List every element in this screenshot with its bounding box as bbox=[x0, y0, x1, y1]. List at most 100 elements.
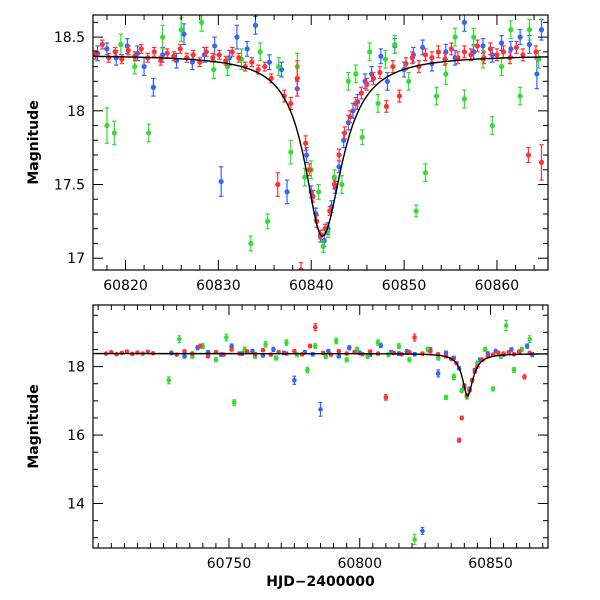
data-point bbox=[303, 135, 309, 152]
data-point bbox=[358, 86, 364, 100]
model-curve bbox=[93, 55, 548, 237]
data-point bbox=[538, 144, 545, 181]
data-point bbox=[524, 343, 530, 349]
data-point bbox=[377, 65, 383, 79]
data-point bbox=[375, 339, 381, 346]
data-point bbox=[520, 48, 526, 62]
data-point bbox=[284, 339, 289, 346]
data-point bbox=[316, 183, 322, 200]
data-point bbox=[406, 71, 412, 91]
data-point bbox=[306, 163, 312, 177]
tick-marks bbox=[93, 305, 548, 548]
data-point bbox=[367, 42, 373, 62]
top-panel: 60820 60830 60840 60850 60860 17 17.5 18 18.5 Mag… bbox=[26, 14, 549, 294]
data-point bbox=[433, 86, 440, 106]
data-point bbox=[176, 335, 182, 344]
data-point bbox=[468, 48, 474, 62]
data-point bbox=[312, 343, 318, 350]
data-point bbox=[347, 110, 353, 124]
data-point bbox=[526, 18, 533, 41]
data-point bbox=[124, 349, 130, 354]
data-point bbox=[264, 213, 271, 230]
data-point bbox=[487, 42, 494, 56]
data-point bbox=[288, 139, 294, 165]
data-point bbox=[224, 333, 229, 342]
data-point bbox=[490, 386, 496, 392]
data-point bbox=[138, 43, 144, 54]
y-tick-label: 18 bbox=[67, 360, 85, 376]
data-point bbox=[428, 349, 433, 354]
data-point bbox=[125, 45, 131, 56]
data-point bbox=[197, 343, 203, 349]
data-point bbox=[344, 351, 349, 356]
data-point bbox=[508, 40, 514, 57]
data-point bbox=[527, 335, 532, 344]
data-point bbox=[190, 49, 196, 60]
y-tick-label: 18 bbox=[67, 104, 85, 120]
data-point bbox=[178, 17, 184, 43]
data-point bbox=[359, 129, 365, 146]
y-tick-label: 18.5 bbox=[54, 30, 85, 46]
data-point bbox=[173, 52, 180, 69]
y-axis-label: Magnitude bbox=[26, 100, 42, 184]
data-point bbox=[413, 204, 419, 218]
data-point bbox=[177, 43, 183, 54]
data-point bbox=[336, 148, 342, 162]
data-point bbox=[496, 350, 501, 356]
data-point bbox=[216, 49, 222, 60]
data-point bbox=[199, 15, 205, 32]
data-point bbox=[517, 86, 523, 106]
data-point bbox=[482, 346, 488, 353]
data-point bbox=[448, 42, 455, 56]
data-point bbox=[386, 351, 391, 358]
y-tick-label: 17 bbox=[67, 251, 85, 267]
data-point bbox=[525, 147, 532, 163]
data-point bbox=[266, 54, 273, 71]
data-point bbox=[284, 179, 290, 205]
data-point bbox=[353, 96, 359, 110]
x-tick-label: 60850 bbox=[468, 556, 513, 572]
x-tick-label: 60820 bbox=[103, 278, 148, 294]
data-point bbox=[318, 401, 323, 417]
data-point bbox=[151, 46, 157, 57]
data-point bbox=[182, 354, 187, 359]
data-point bbox=[506, 349, 512, 355]
data-point bbox=[118, 33, 124, 56]
data-point bbox=[370, 71, 377, 85]
data-point bbox=[169, 350, 174, 356]
data-point bbox=[210, 52, 216, 63]
x-tick-label: 60840 bbox=[289, 278, 334, 294]
y-tick-label: 14 bbox=[67, 497, 85, 513]
data-point bbox=[383, 99, 390, 113]
data-point bbox=[513, 40, 520, 54]
data-point bbox=[336, 348, 342, 354]
data-point bbox=[533, 45, 539, 59]
data-point bbox=[298, 262, 304, 270]
data-point bbox=[420, 526, 425, 535]
data-point bbox=[146, 123, 152, 143]
data-point bbox=[456, 437, 462, 443]
data-point bbox=[273, 355, 279, 361]
data-point bbox=[442, 52, 448, 66]
data-point bbox=[353, 64, 359, 84]
data-point bbox=[104, 107, 110, 144]
data-point bbox=[396, 89, 403, 103]
data-point bbox=[382, 49, 389, 69]
x-tick-label: 60800 bbox=[337, 556, 382, 572]
data-point bbox=[412, 333, 417, 342]
data-point bbox=[236, 52, 242, 63]
data-point bbox=[181, 23, 187, 46]
data-point bbox=[383, 394, 389, 401]
data-point bbox=[336, 354, 342, 359]
data-point bbox=[384, 71, 390, 91]
data-point bbox=[203, 46, 209, 57]
data-point bbox=[244, 349, 250, 354]
tick-marks bbox=[93, 15, 548, 270]
data-point bbox=[451, 373, 457, 381]
data-point bbox=[288, 96, 294, 110]
data-point bbox=[452, 27, 458, 47]
data-point bbox=[160, 24, 166, 50]
data-point bbox=[211, 60, 217, 79]
data-point bbox=[422, 48, 429, 62]
